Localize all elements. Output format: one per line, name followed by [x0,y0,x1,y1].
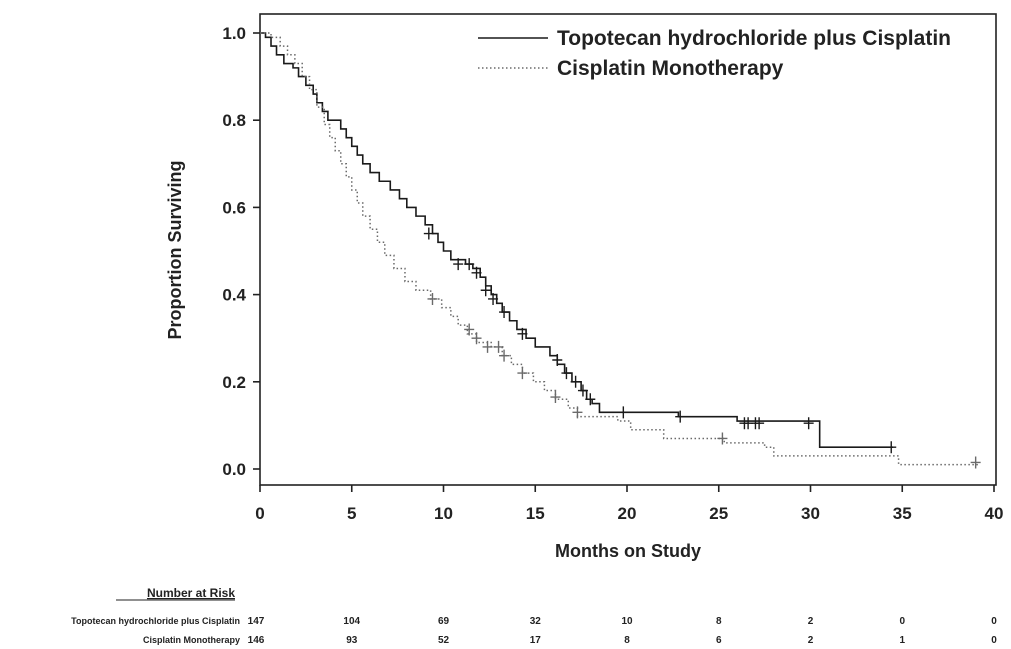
y-tick-label: 0.6 [222,198,246,217]
censor-mark-topotecan [453,258,464,271]
x-tick-label: 15 [526,504,545,523]
censor-mark-topotecan [675,410,686,423]
censor-mark-cisplatin [427,292,438,305]
risk-row-label-topotecan: Topotecan hydrochloride plus Cisplatin [71,616,240,626]
risk-value: 8 [716,616,722,627]
censor-mark-topotecan [552,354,563,366]
risk-value: 0 [991,635,997,646]
plot-frame [259,13,997,486]
censor-mark-cisplatin [717,432,728,445]
censor-mark-topotecan [561,367,572,380]
censor-mark-cisplatin [572,406,583,419]
legend-label-cisplatin: Cisplatin Monotherapy [557,57,784,80]
x-tick-label: 5 [347,504,356,523]
risk-value: 104 [343,616,360,627]
plot-layer [260,32,981,469]
series-line-cisplatin [260,32,980,466]
censor-mark-topotecan [471,266,482,279]
risk-value: 147 [248,616,265,627]
risk-row-label-cisplatin: Cisplatin Monotherapy [143,635,240,645]
censor-mark-topotecan [499,306,510,319]
x-tick-label: 0 [255,504,264,523]
risk-value: 93 [346,635,358,646]
censor-mark-cisplatin [464,323,475,336]
censor-mark-cisplatin [517,367,528,380]
censor-mark-topotecan [803,417,814,430]
censor-mark-topotecan [886,441,897,454]
censor-mark-cisplatin [482,340,493,353]
risk-value: 69 [438,616,450,627]
risk-value: 146 [248,635,265,646]
censor-mark-topotecan [517,327,528,340]
legend-label-topotecan: Topotecan hydrochloride plus Cisplatin [557,27,951,50]
x-tick-label: 25 [709,504,728,523]
x-tick-label: 10 [434,504,453,523]
axes-layer: 0 5 10 15 20 25 30 35 40 0.0 0.2 0.4 0.6 0.8 1.0 [222,24,1003,523]
risk-value: 10 [621,616,633,627]
risk-value: 0 [899,616,905,627]
risk-value: 6 [716,635,722,646]
censor-mark-topotecan [577,384,588,397]
censor-mark-topotecan [480,284,491,297]
censor-mark-topotecan [585,393,596,406]
x-tick-label: 20 [618,504,637,523]
censor-mark-cisplatin [970,456,981,469]
y-axis-title: Proportion Surviving [165,160,185,339]
censor-mark-topotecan [754,417,765,430]
risk-value: 32 [530,616,542,627]
y-tick-label: 1.0 [222,24,246,43]
censor-mark-topotecan [570,375,581,388]
censor-mark-topotecan [464,258,475,271]
x-tick-label: 35 [893,504,912,523]
risk-value: 0 [991,616,997,627]
censor-mark-topotecan [488,292,499,305]
censor-mark-cisplatin [550,391,561,404]
risk-value: 1 [899,635,905,646]
censor-mark-cisplatin [493,340,504,353]
legend: Topotecan hydrochloride plus Cisplatin C… [478,27,951,80]
risk-value: 2 [808,635,814,646]
risk-value: 2 [808,616,814,627]
risk-value: 8 [624,635,630,646]
risk-value: 52 [438,635,450,646]
y-tick-label: 0.0 [222,460,246,479]
series-line-topotecan [260,32,894,448]
censor-mark-cisplatin [499,349,510,362]
y-tick-label: 0.2 [222,373,246,392]
risk-table-title: Number at Risk [147,586,235,600]
x-axis-title: Months on Study [555,541,701,561]
x-tick-label: 40 [985,504,1004,523]
x-tick-label: 30 [801,504,820,523]
censor-mark-cisplatin [471,332,482,345]
censor-mark-topotecan [423,227,434,240]
y-tick-label: 0.4 [222,286,246,305]
risk-table: Number at Risk Topotecan hydrochloride p… [71,586,997,646]
risk-value: 17 [530,635,542,646]
censor-mark-topotecan [618,406,629,419]
y-tick-label: 0.8 [222,111,246,130]
